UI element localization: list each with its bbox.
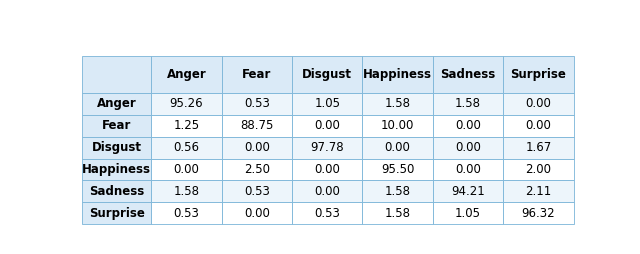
- Text: 2.11: 2.11: [525, 185, 552, 198]
- Text: 0.00: 0.00: [244, 141, 269, 154]
- Text: 1.58: 1.58: [385, 97, 411, 110]
- Bar: [221, 180, 292, 202]
- Text: 94.21: 94.21: [451, 185, 485, 198]
- Text: 0.53: 0.53: [244, 97, 269, 110]
- Bar: [292, 180, 362, 202]
- Bar: [503, 115, 573, 137]
- Text: 96.32: 96.32: [522, 207, 555, 220]
- Text: 0.53: 0.53: [173, 207, 199, 220]
- Text: 0.00: 0.00: [455, 163, 481, 176]
- Text: Anger: Anger: [166, 68, 206, 81]
- Text: Anger: Anger: [97, 97, 137, 110]
- Bar: [292, 137, 362, 158]
- Text: 0.53: 0.53: [244, 185, 269, 198]
- Text: Fear: Fear: [102, 119, 132, 132]
- Bar: [221, 93, 292, 115]
- Text: 0.00: 0.00: [314, 163, 340, 176]
- Text: 10.00: 10.00: [381, 119, 414, 132]
- Bar: [503, 93, 573, 115]
- Bar: [433, 115, 503, 137]
- Bar: [151, 115, 221, 137]
- Text: Disgust: Disgust: [92, 141, 142, 154]
- Bar: [292, 158, 362, 180]
- Bar: [433, 56, 503, 93]
- Text: 1.58: 1.58: [385, 207, 411, 220]
- Text: 0.00: 0.00: [525, 97, 551, 110]
- Bar: [151, 93, 221, 115]
- Text: 88.75: 88.75: [240, 119, 273, 132]
- Text: 0.00: 0.00: [314, 185, 340, 198]
- Bar: [221, 202, 292, 224]
- Text: 0.00: 0.00: [385, 141, 410, 154]
- Bar: [292, 56, 362, 93]
- Text: Surprise: Surprise: [510, 68, 566, 81]
- Bar: [151, 180, 221, 202]
- Text: 0.00: 0.00: [525, 119, 551, 132]
- Bar: [221, 115, 292, 137]
- Text: Sadness: Sadness: [440, 68, 495, 81]
- Text: 1.67: 1.67: [525, 141, 552, 154]
- Bar: [433, 93, 503, 115]
- Bar: [221, 56, 292, 93]
- Text: Happiness: Happiness: [363, 68, 432, 81]
- Text: 95.50: 95.50: [381, 163, 414, 176]
- Bar: [433, 180, 503, 202]
- Bar: [503, 158, 573, 180]
- Bar: [292, 93, 362, 115]
- Bar: [503, 180, 573, 202]
- Bar: [503, 202, 573, 224]
- Text: Sadness: Sadness: [89, 185, 145, 198]
- Text: 0.00: 0.00: [455, 119, 481, 132]
- Bar: [83, 115, 151, 137]
- Bar: [362, 180, 433, 202]
- Bar: [151, 137, 221, 158]
- Text: 1.58: 1.58: [385, 185, 411, 198]
- Text: 1.58: 1.58: [455, 97, 481, 110]
- Text: Disgust: Disgust: [302, 68, 352, 81]
- Bar: [433, 158, 503, 180]
- Bar: [433, 137, 503, 158]
- Bar: [83, 137, 151, 158]
- Text: 0.00: 0.00: [244, 207, 269, 220]
- Bar: [151, 158, 221, 180]
- Bar: [221, 137, 292, 158]
- Bar: [503, 56, 573, 93]
- Bar: [83, 158, 151, 180]
- Bar: [433, 202, 503, 224]
- Bar: [83, 202, 151, 224]
- Text: 0.53: 0.53: [314, 207, 340, 220]
- Text: 0.00: 0.00: [455, 141, 481, 154]
- Text: 1.25: 1.25: [173, 119, 200, 132]
- Text: 2.00: 2.00: [525, 163, 551, 176]
- Bar: [503, 137, 573, 158]
- Bar: [362, 137, 433, 158]
- Bar: [292, 202, 362, 224]
- Text: 1.05: 1.05: [314, 97, 340, 110]
- Bar: [292, 115, 362, 137]
- Text: 1.58: 1.58: [173, 185, 200, 198]
- Text: 2.50: 2.50: [244, 163, 270, 176]
- Bar: [83, 180, 151, 202]
- Text: 1.05: 1.05: [455, 207, 481, 220]
- Bar: [151, 56, 221, 93]
- Bar: [83, 93, 151, 115]
- Text: Happiness: Happiness: [83, 163, 151, 176]
- Text: 97.78: 97.78: [310, 141, 344, 154]
- Bar: [362, 93, 433, 115]
- Bar: [362, 115, 433, 137]
- Bar: [83, 56, 151, 93]
- Bar: [151, 202, 221, 224]
- Text: 0.00: 0.00: [314, 119, 340, 132]
- Text: 0.56: 0.56: [173, 141, 200, 154]
- Bar: [362, 56, 433, 93]
- Bar: [362, 158, 433, 180]
- Text: 0.00: 0.00: [173, 163, 199, 176]
- Bar: [221, 158, 292, 180]
- Text: Fear: Fear: [242, 68, 271, 81]
- Bar: [362, 202, 433, 224]
- Text: 95.26: 95.26: [170, 97, 204, 110]
- Text: Surprise: Surprise: [89, 207, 145, 220]
